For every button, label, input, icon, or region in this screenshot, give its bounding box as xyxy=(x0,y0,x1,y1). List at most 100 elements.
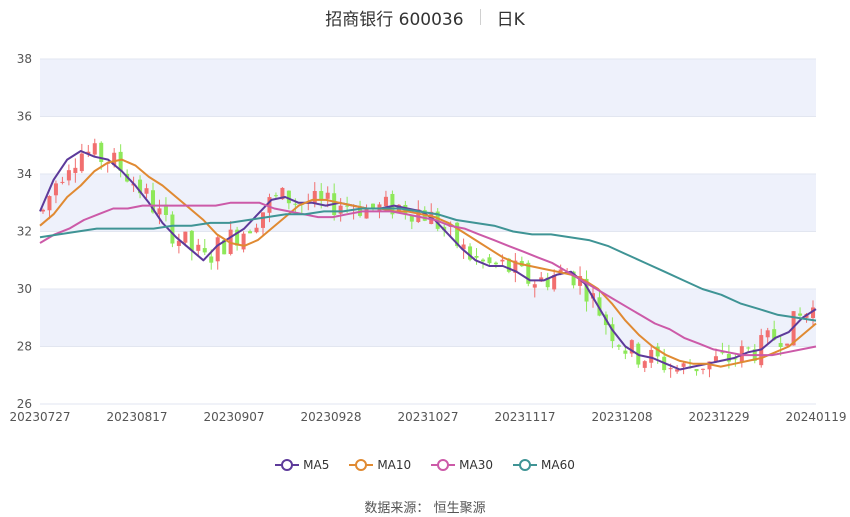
candle-up xyxy=(41,209,45,212)
candle-down xyxy=(319,191,324,200)
candle-up xyxy=(280,187,285,200)
candle-up xyxy=(713,356,718,363)
candle-up xyxy=(532,284,537,288)
candle-down xyxy=(273,195,278,197)
chart-header: 招商银行 600036 日K xyxy=(0,5,850,30)
y-tick-label: 32 xyxy=(17,225,32,239)
candle-down xyxy=(390,193,395,215)
header-divider xyxy=(479,9,481,25)
candle-up xyxy=(241,233,246,250)
chart-title: 招商银行 600036 xyxy=(325,9,464,30)
candle-down xyxy=(798,313,803,316)
candle-down xyxy=(118,151,123,171)
candle-up xyxy=(60,181,65,183)
data-source: 数据来源： 恒生聚源 xyxy=(0,497,850,516)
candle-down xyxy=(99,142,104,163)
series-line-ma60 xyxy=(39,207,817,322)
candle-up xyxy=(649,349,654,363)
legend-marker-ma10 xyxy=(349,459,374,471)
candle-down xyxy=(170,214,175,244)
legend-item-ma30[interactable]: MA30 xyxy=(431,458,493,472)
candle-up xyxy=(701,368,705,370)
candle-down xyxy=(584,278,589,302)
candle-up xyxy=(86,151,91,155)
x-tick-label: 20230817 xyxy=(106,410,167,424)
legend-item-ma10[interactable]: MA10 xyxy=(349,458,411,472)
x-tick-label: 20231027 xyxy=(397,410,458,424)
candle-up xyxy=(675,369,680,372)
legend-label-ma30: MA30 xyxy=(459,458,494,472)
candle-down xyxy=(222,240,227,255)
x-tick-label: 20230928 xyxy=(300,410,361,424)
grid-band xyxy=(40,59,816,117)
candle-up xyxy=(811,307,815,318)
candle-down xyxy=(468,246,473,260)
candle-down xyxy=(694,369,699,372)
candle-up xyxy=(157,208,162,215)
legend-label-ma60: MA60 xyxy=(541,458,575,472)
candle-up xyxy=(183,231,188,243)
candle-down xyxy=(474,255,479,258)
candle-down xyxy=(597,297,602,316)
candle-up xyxy=(254,227,259,233)
legend-label-ma10: MA10 xyxy=(377,458,412,472)
candle-up xyxy=(629,340,634,354)
candle-up xyxy=(513,260,518,273)
candle-down xyxy=(345,205,350,207)
legend-item-ma60[interactable]: MA60 xyxy=(513,458,575,472)
candle-up xyxy=(47,196,52,211)
candle-down xyxy=(202,248,207,253)
legend-label-ma5: MA5 xyxy=(303,458,330,472)
candle-down xyxy=(772,329,777,340)
candle-down xyxy=(726,354,731,362)
candle-down xyxy=(455,222,460,247)
candle-down xyxy=(733,358,738,360)
candle-up xyxy=(461,244,466,250)
period-label[interactable]: 日K xyxy=(496,9,525,30)
candle-up xyxy=(73,167,78,173)
candle-down xyxy=(571,271,576,286)
candle-down xyxy=(138,179,143,194)
source-label: 数据来源： xyxy=(364,501,430,516)
candle-down xyxy=(189,230,194,251)
candle-up xyxy=(338,205,343,214)
candle-down xyxy=(163,204,168,215)
legend-marker-ma5 xyxy=(275,459,300,471)
candle-up xyxy=(668,368,673,370)
source-name: 恒生聚源 xyxy=(433,501,486,516)
candle-up xyxy=(196,244,201,251)
candle-up xyxy=(66,170,71,181)
candle-up xyxy=(578,276,583,286)
candle-down xyxy=(293,203,298,205)
candle-up xyxy=(500,259,505,262)
x-tick-label: 20231117 xyxy=(494,410,555,424)
candle-down xyxy=(545,277,550,288)
series-line-ma30 xyxy=(39,201,817,357)
x-tick-label: 20230727 xyxy=(9,410,70,424)
candle-down xyxy=(720,352,725,354)
candle-up xyxy=(552,274,557,290)
candle-up xyxy=(79,153,84,172)
candle-up xyxy=(261,212,265,228)
candle-up xyxy=(53,183,58,196)
candle-down xyxy=(506,258,511,272)
candle-up xyxy=(707,361,712,370)
candle-up xyxy=(144,188,149,194)
chart-legend: MA5 MA10 MA30 MA60 xyxy=(0,458,850,472)
grid-band xyxy=(40,289,816,347)
candle-up xyxy=(765,330,770,338)
legend-item-ma5[interactable]: MA5 xyxy=(275,458,329,472)
candle-down xyxy=(248,231,253,234)
candle-down xyxy=(778,342,783,348)
candle-up xyxy=(364,207,369,219)
candle-down xyxy=(209,256,214,263)
candle-up xyxy=(785,343,790,346)
y-tick-label: 26 xyxy=(17,397,32,411)
candle-down xyxy=(655,346,660,357)
candle-up xyxy=(325,192,330,199)
candle-down xyxy=(481,259,485,262)
candle-up xyxy=(312,191,317,204)
candlestick-chart[interactable]: 26 28 30 32 34 36 38 20230727 20230817 20230907 20… xyxy=(0,0,850,450)
candle-down xyxy=(746,347,751,349)
y-tick-label: 36 xyxy=(17,110,32,124)
